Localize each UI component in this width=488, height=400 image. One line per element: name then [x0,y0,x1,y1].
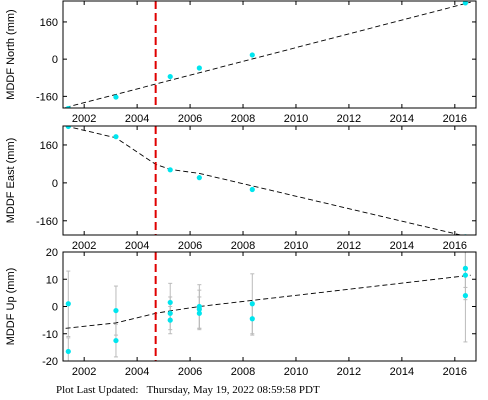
footer-timestamp: Thursday, May 19, 2022 08:59:58 PDT [146,384,320,396]
x-tick-label: 2004 [125,240,149,252]
footer: Plot Last Updated: Thursday, May 19, 202… [56,384,320,396]
data-point [167,299,173,306]
y-axis-label: MDDF East (mm) [5,138,17,224]
x-tick-label: 2016 [443,366,467,378]
data-point [167,310,173,316]
x-tick-label: 2016 [443,113,467,125]
x-tick-label: 2010 [284,113,308,125]
data-point [113,134,119,140]
x-tick-label: 2006 [178,113,202,125]
y-tick-label: 0 [52,54,58,66]
panel-frame [62,125,477,236]
data-point [249,301,255,307]
x-tick-label: 2002 [72,240,96,252]
y-tick-label: 0 [52,302,58,314]
data-point [167,317,173,323]
data-point [249,52,255,58]
data-point [462,1,469,6]
panel-1: 2002 2004 2006 2008 2010 2012 2014 2016 -160 0 160… [5,0,477,125]
data-point [462,272,469,278]
data-point [196,175,202,181]
y-tick-label: -160 [36,91,58,103]
y-tick-label: 160 [40,140,58,152]
y-tick-label: -160 [36,216,58,228]
x-tick-label: 2008 [231,240,255,252]
y-tick-label: 10 [46,274,58,286]
data-point [249,186,255,193]
panel-data-1 [65,1,471,108]
trend-line [65,274,471,329]
panel-data-2 [65,126,468,235]
y-tick-label: 0 [52,178,58,190]
data-point [65,105,71,108]
x-tick-label: 2006 [178,240,202,252]
data-point [196,306,202,312]
x-tick-label: 2008 [231,113,255,125]
data-point [113,94,119,100]
panel-data-3 [65,252,471,361]
x-tick-label: 2004 [125,113,149,125]
data-point [167,73,173,80]
x-tick-label: 2012 [337,240,361,252]
data-point [113,337,119,344]
panel-2: 2002 2004 2006 2008 2010 2012 2014 2016 -160 0 160… [5,125,477,252]
y-tick-label: -20 [42,356,58,368]
y-axis-label: MDDF Up (mm) [5,268,17,346]
panel-frame [62,251,477,362]
data-point [196,310,202,316]
x-tick-label: 2004 [125,366,149,378]
data-point [462,293,469,299]
y-axis-label: MDDF North (mm) [5,9,17,99]
data-point [462,265,469,271]
x-tick-label: 2014 [390,240,414,252]
footer-label: Plot Last Updated: [56,384,139,396]
x-tick-label: 2012 [337,113,361,125]
data-point [196,65,202,71]
data-point [167,167,173,173]
panel-3: 2002 2004 2006 2008 2010 2012 2014 2016 -20 -10 0 1… [5,247,477,378]
data-point [65,348,71,355]
y-tick-label: 20 [46,247,58,259]
data-point [249,316,255,322]
x-tick-label: 2016 [443,240,467,252]
trend-line [65,1,471,108]
x-tick-label: 2010 [284,366,308,378]
y-tick-label: 160 [40,17,58,29]
data-point [65,301,71,307]
y-tick-label: -10 [42,329,58,341]
panel-frame [62,0,477,109]
x-tick-label: 2006 [178,366,202,378]
x-tick-label: 2012 [337,366,361,378]
x-tick-label: 2010 [284,240,308,252]
x-tick-label: 2014 [390,113,414,125]
x-tick-label: 2014 [390,366,414,378]
x-tick-label: 2002 [72,113,96,125]
x-tick-label: 2002 [72,366,96,378]
data-point [65,126,71,130]
trend-line [65,126,463,235]
data-point [113,307,119,314]
x-tick-label: 2008 [231,366,255,378]
